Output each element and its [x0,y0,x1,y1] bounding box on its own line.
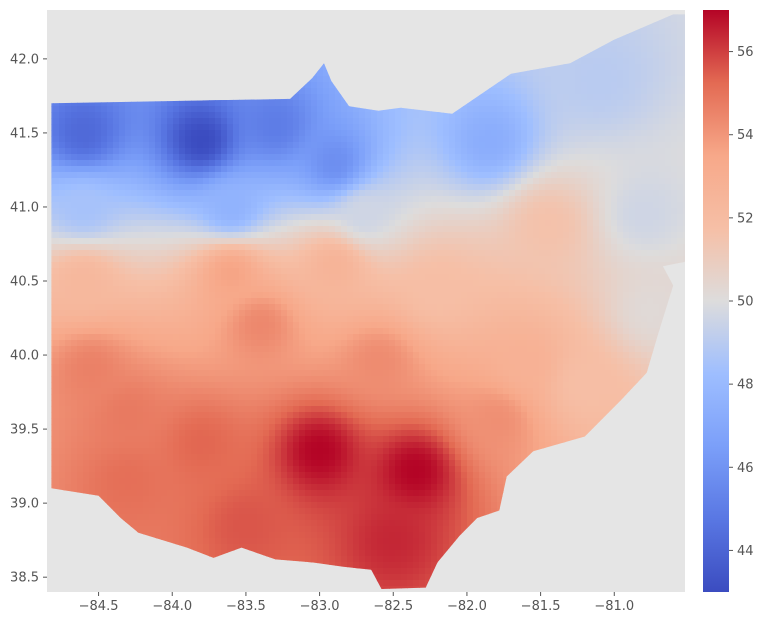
colorbar-axis: 44 46 48 50 52 54 56 [729,45,754,559]
y-tick-label: 41.0 [10,200,39,215]
x-tick-label: −84.5 [79,599,119,614]
x-tick-label: −83.5 [226,599,266,614]
y-tick-label: 41.5 [10,126,39,141]
y-tick-label: 39.5 [10,423,39,438]
x-tick-label: −81.0 [594,599,634,614]
y-tick-label: 39.0 [10,497,39,512]
colorbar-tick-label: 44 [737,544,754,559]
colorbar-tick-label: 46 [737,461,754,476]
colorbar-tick-label: 48 [737,378,754,393]
colorbar-tick-label: 56 [737,45,754,60]
y-tick-label: 38.5 [10,571,39,586]
colorbar-tick-label: 50 [737,295,754,310]
y-tick-label: 40.5 [10,275,39,290]
colorbar-tick-label: 54 [737,128,754,143]
x-tick-label: −81.5 [521,599,561,614]
x-tick-label: −82.5 [373,599,413,614]
y-tick-label: 42.0 [10,52,39,67]
x-tick-label: −82.0 [447,599,487,614]
colorbar-tick-label: 52 [737,211,754,226]
x-axis: −84.5 −84.0 −83.5 −83.0 −82.5 −82.0 −81.5 −81.0 [79,592,635,614]
colorbar [703,10,729,592]
x-tick-label: −84.0 [152,599,192,614]
x-tick-label: −83.0 [300,599,340,614]
y-tick-label: 40.0 [10,349,39,364]
y-axis: 38.5 39.0 39.5 40.0 40.5 41.0 41.5 42.0 [10,52,47,585]
